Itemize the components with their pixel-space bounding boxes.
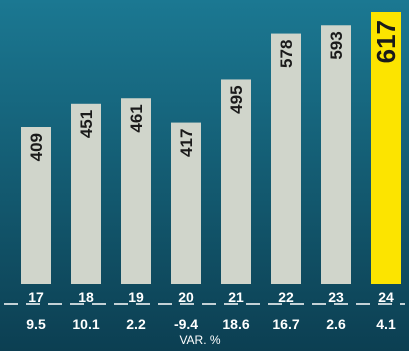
variation-value-label: -9.4 [174,316,198,332]
bar-value-label: 409 [27,133,46,161]
variation-value-label: 2.6 [326,316,346,332]
bar-23 [321,25,351,285]
bar-21 [221,79,251,284]
category-labels-group: 17 18 19 20 21 22 23 24 [28,289,394,305]
bar-value-label: 461 [127,104,146,132]
category-label: 20 [178,289,194,305]
category-label: 22 [278,289,294,305]
variation-value-label: 18.6 [222,316,249,332]
variation-axis-label: VAR. % [179,333,220,347]
bar-value-label: 417 [177,129,196,157]
category-label: 17 [28,289,44,305]
category-label: 23 [328,289,344,305]
value-labels-group: 409 451 461 417 495 578 593 617 [27,20,401,161]
bar-value-label: 593 [327,31,346,59]
variation-labels-group: 9.5 10.1 2.2 -9.4 18.6 16.7 2.6 4.1 [26,316,396,332]
category-label: 21 [228,289,244,305]
bar-22 [271,33,301,284]
bar-18 [71,103,101,285]
bar-17 [21,127,51,284]
category-label: 18 [78,289,94,305]
bars-group [21,12,401,285]
bar-value-label: 495 [227,85,246,113]
bar-value-label: 617 [371,20,401,63]
variation-value-label: 16.7 [272,316,299,332]
variation-value-label: 2.2 [126,316,146,332]
bar-19 [121,98,151,284]
bar-value-label: 578 [277,40,296,68]
category-label: 19 [128,289,144,305]
variation-value-label: 9.5 [26,316,46,332]
bar-value-label: 451 [77,110,96,138]
bar-24 [371,12,401,284]
category-label: 24 [378,289,394,305]
bar-20 [171,122,201,284]
variation-value-label: 10.1 [72,316,99,332]
variation-value-label: 4.1 [376,316,396,332]
